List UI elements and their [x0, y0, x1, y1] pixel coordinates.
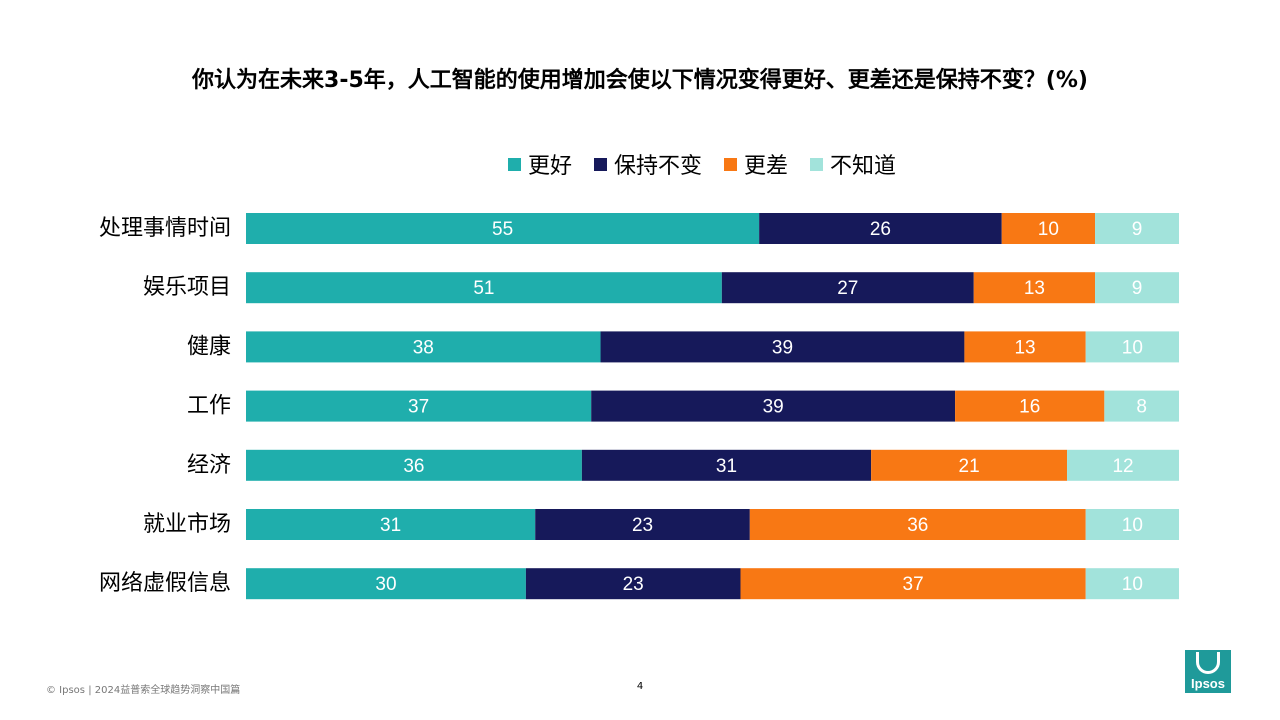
data-label-unknown: 10	[1122, 574, 1143, 595]
legend-item-better: 更好	[508, 148, 572, 180]
bar-segment-worse	[955, 390, 1105, 422]
legend-label-worse: 更差	[744, 154, 789, 179]
legend-item-worse: 更差	[724, 148, 788, 180]
bar-segment-unknown	[1067, 449, 1179, 481]
data-label-unknown: 9	[1132, 278, 1143, 299]
data-label-worse: 36	[907, 515, 928, 536]
bar-segment-unknown	[1095, 213, 1179, 244]
category-label: 网络虚假信息	[99, 571, 231, 596]
bar-segment-worse	[1001, 213, 1096, 244]
data-label-unknown: 9	[1132, 219, 1143, 240]
category-label: 娱乐项目	[143, 275, 231, 300]
chart-title: 你认为在未来3-5年，人工智能的使用增加会使以下情况变得更好、更差还是保持不变？…	[192, 68, 1088, 93]
legend-swatch-better	[508, 157, 521, 171]
bar-segment-unchanged	[600, 331, 965, 363]
bar-segment-worse	[740, 568, 1086, 600]
legend-label-unchanged: 保持不变	[614, 154, 703, 179]
legend-swatch-worse	[724, 157, 738, 171]
data-label-unknown: 10	[1122, 515, 1143, 536]
bar-segment-unchanged	[535, 509, 750, 540]
bar-segment-worse	[973, 272, 1096, 304]
ipsos-logo-mark	[1196, 652, 1220, 674]
data-label-unknown: 10	[1122, 337, 1143, 358]
bar-segment-better	[246, 449, 582, 481]
data-label-unknown: 8	[1136, 397, 1147, 418]
bar-segment-worse	[871, 449, 1068, 481]
category-label: 健康	[187, 334, 231, 359]
legend-item-unknown: 不知道	[810, 148, 896, 180]
legend-swatch-unchanged	[594, 157, 608, 171]
data-label-better: 51	[473, 278, 494, 299]
ipsos-logo: Ipsos	[1185, 650, 1231, 693]
data-label-worse: 21	[959, 456, 980, 477]
data-label-better: 55	[492, 219, 513, 240]
category-label: 经济	[187, 453, 231, 478]
data-label-better: 31	[380, 515, 401, 536]
data-label-better: 38	[413, 337, 434, 358]
bar-segment-unchanged	[591, 390, 956, 422]
legend-label-unknown: 不知道	[830, 154, 897, 179]
bar-segment-worse	[964, 331, 1086, 363]
bar-segment-better	[246, 272, 722, 304]
data-label-unchanged: 26	[870, 219, 891, 240]
category-label: 就业市场	[143, 512, 231, 537]
data-label-better: 37	[408, 397, 429, 418]
ipsos-logo-text: Ipsos	[1191, 676, 1225, 691]
bar-segment-unchanged	[581, 449, 872, 481]
data-label-unchanged: 31	[716, 456, 737, 477]
bar-segment-unchanged	[525, 568, 741, 600]
bar-segment-unknown	[1085, 331, 1179, 363]
data-label-unchanged: 39	[772, 337, 793, 358]
bar-segment-unknown	[1104, 390, 1179, 422]
bar-segment-better	[246, 331, 601, 363]
data-label-worse: 16	[1019, 397, 1040, 418]
data-label-worse: 13	[1014, 337, 1035, 358]
category-label: 处理事情时间	[99, 216, 231, 241]
bar-segment-worse	[749, 509, 1086, 540]
bar-segment-better	[246, 568, 526, 600]
bar-segment-unknown	[1085, 509, 1179, 540]
page-number: 4	[636, 681, 644, 692]
chart-legend: 更好 保持不变 更差 不知道	[508, 148, 896, 180]
legend-item-unchanged: 保持不变	[594, 148, 702, 180]
category-label: 工作	[187, 394, 231, 419]
bar-segment-better	[246, 390, 592, 422]
data-label-better: 30	[375, 574, 396, 595]
data-label-unchanged: 39	[763, 397, 784, 418]
data-label-unchanged: 27	[837, 278, 858, 299]
bar-segment-better	[246, 213, 760, 244]
data-label-worse: 13	[1024, 278, 1045, 299]
footer-source: © Ipsos | 2024益普索全球趋势洞察中国篇	[46, 685, 241, 696]
data-label-unchanged: 23	[623, 574, 644, 595]
data-label-unchanged: 23	[632, 515, 653, 536]
legend-label-better: 更好	[528, 154, 573, 179]
data-label-better: 36	[403, 456, 424, 477]
bar-segment-unknown	[1085, 568, 1179, 600]
data-label-worse: 10	[1038, 219, 1059, 240]
bar-segment-better	[246, 509, 536, 540]
bar-segment-unknown	[1095, 272, 1179, 304]
data-label-unknown: 12	[1112, 456, 1133, 477]
legend-swatch-unknown	[810, 157, 824, 171]
data-label-worse: 37	[903, 574, 924, 595]
bar-segment-unchanged	[721, 272, 974, 304]
bar-segment-unchanged	[759, 213, 1002, 244]
